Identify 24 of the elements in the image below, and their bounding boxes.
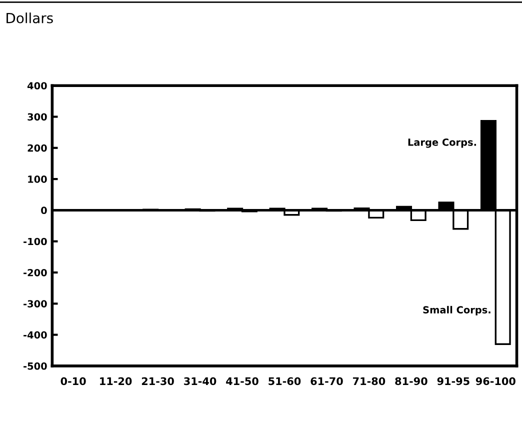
y-tick-label: 400 [27, 82, 47, 90]
y-tick-label: 100 [28, 176, 47, 183]
x-tick-label: 31-40 [184, 377, 216, 386]
x-tick-label: 0-10 [60, 377, 86, 386]
series-label: Small Corps. [423, 306, 490, 316]
y-tick-label: 300 [28, 113, 47, 121]
x-tick-label: 41-50 [226, 377, 258, 386]
x-tick-label: 71-80 [353, 377, 386, 386]
y-tick-label: -200 [24, 268, 47, 276]
y-tick-label: -400 [24, 331, 47, 339]
x-tick-label: 11-20 [100, 377, 132, 386]
y-tick-label: -100 [24, 238, 47, 246]
y-tick-label: 0 [41, 206, 47, 214]
x-tick-label: 51-60 [268, 377, 301, 386]
series-label: Large Corps. [408, 138, 476, 148]
x-tick-label: 21-30 [142, 377, 174, 386]
chart-title: Dollars [6, 12, 53, 24]
x-tick-label: 61-70 [310, 377, 343, 386]
y-tick-label: 200 [28, 144, 47, 152]
y-tick-label: -300 [24, 300, 47, 308]
x-tick-label: 81-90 [395, 377, 428, 386]
x-tick-label: 91-95 [437, 377, 470, 386]
x-tick-label: 96-100 [476, 377, 516, 386]
y-tick-label: -500 [24, 362, 47, 370]
